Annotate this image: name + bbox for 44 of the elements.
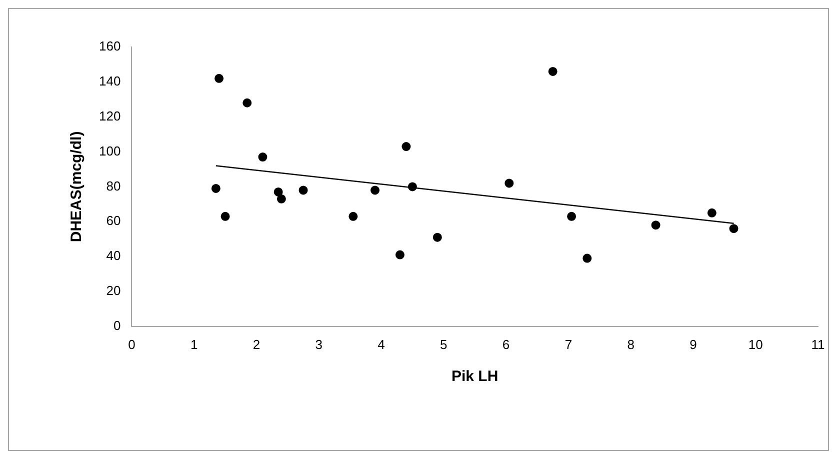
y-tick-label: 120 <box>98 108 121 124</box>
y-tick-label: 80 <box>106 178 121 194</box>
x-axis-title: Pik LH <box>452 368 498 386</box>
x-tick-label: 6 <box>502 336 510 352</box>
x-tick-label: 9 <box>690 336 697 352</box>
point <box>408 182 417 192</box>
point <box>548 66 558 76</box>
y-tick-label: 20 <box>106 283 121 298</box>
x-tick-label: 3 <box>315 336 322 352</box>
point <box>298 186 308 195</box>
y-tick-label: 140 <box>98 74 121 89</box>
x-tick-label: 2 <box>252 336 260 352</box>
point <box>504 178 514 188</box>
point <box>211 184 220 193</box>
point <box>402 142 411 152</box>
x-tick-label: 11 <box>811 336 825 352</box>
point <box>214 74 224 83</box>
point <box>242 98 252 108</box>
point <box>258 152 268 162</box>
point <box>274 187 283 196</box>
x-tick-label: 8 <box>627 336 634 352</box>
y-tick-label: 0 <box>113 318 121 333</box>
x-tick-label: 5 <box>440 336 448 352</box>
x-tick-label: 0 <box>128 336 136 352</box>
point <box>729 224 738 234</box>
y-tick-label: 60 <box>106 213 121 228</box>
x-tick-label: 4 <box>378 336 385 352</box>
point <box>432 232 442 242</box>
y-axis-title: DHEAS(mcg/dl) <box>68 131 86 242</box>
point <box>651 220 660 230</box>
point <box>348 212 358 221</box>
point <box>370 186 380 195</box>
y-tick-label: 40 <box>106 248 121 264</box>
point <box>276 194 286 204</box>
point <box>582 254 592 263</box>
y-tick-label: 160 <box>98 38 121 54</box>
point <box>707 208 716 218</box>
y-tick-label: 100 <box>98 143 121 158</box>
point <box>395 250 404 260</box>
point <box>220 212 230 221</box>
x-tick-label: 1 <box>190 336 198 352</box>
point <box>567 212 576 221</box>
x-tick-label: 7 <box>564 336 572 352</box>
x-tick-label: 10 <box>748 336 763 352</box>
